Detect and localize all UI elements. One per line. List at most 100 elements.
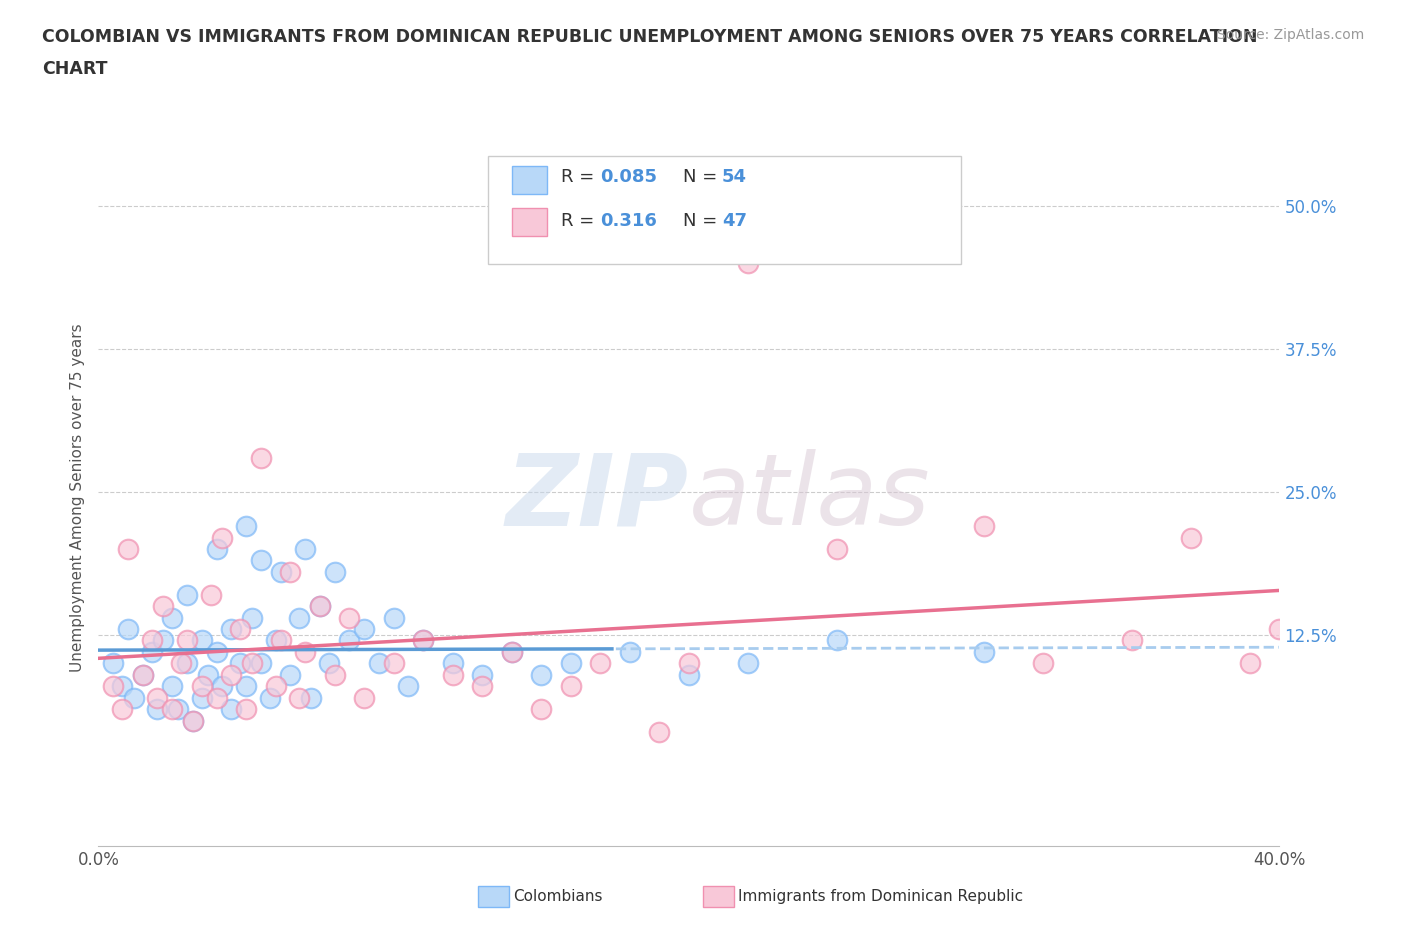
Point — [191, 690, 214, 705]
Point — [412, 633, 434, 648]
Point — [589, 656, 612, 671]
Point — [501, 644, 523, 659]
FancyBboxPatch shape — [512, 166, 547, 194]
Point — [235, 701, 257, 716]
Point — [229, 621, 252, 636]
Point — [825, 633, 848, 648]
Point — [111, 701, 134, 716]
Point — [250, 450, 273, 465]
Point — [619, 644, 641, 659]
Point — [191, 633, 214, 648]
Point — [146, 690, 169, 705]
FancyBboxPatch shape — [488, 156, 960, 264]
Point — [264, 679, 287, 694]
Text: 0.085: 0.085 — [600, 167, 658, 186]
Point — [191, 679, 214, 694]
Point — [205, 541, 228, 556]
Point — [117, 621, 139, 636]
Point — [240, 610, 263, 625]
Point — [441, 668, 464, 683]
Point — [318, 656, 340, 671]
Point — [250, 553, 273, 568]
Point — [162, 701, 183, 716]
Point — [1268, 621, 1291, 636]
Point — [1180, 530, 1202, 545]
Point — [270, 633, 292, 648]
Point — [1239, 656, 1261, 671]
Text: R =: R = — [561, 212, 600, 230]
Point — [471, 679, 494, 694]
Point — [219, 668, 242, 683]
Point — [219, 701, 242, 716]
Point — [309, 599, 332, 614]
Point — [181, 713, 204, 728]
Point — [412, 633, 434, 648]
Point — [146, 701, 169, 716]
Point — [270, 565, 292, 579]
Point — [530, 701, 553, 716]
Point — [294, 541, 316, 556]
Text: 0.316: 0.316 — [600, 212, 657, 230]
Text: CHART: CHART — [42, 60, 108, 78]
Point — [825, 541, 848, 556]
Point — [382, 656, 405, 671]
Text: 47: 47 — [723, 212, 747, 230]
Point — [441, 656, 464, 671]
Point — [396, 679, 419, 694]
Point — [103, 656, 125, 671]
Point — [737, 256, 759, 271]
Point — [368, 656, 391, 671]
Point — [162, 679, 183, 694]
Point — [235, 519, 257, 534]
Point — [737, 656, 759, 671]
Point — [323, 565, 346, 579]
Point — [973, 644, 995, 659]
Point — [678, 656, 700, 671]
Point — [200, 588, 222, 603]
Point — [122, 690, 145, 705]
Point — [353, 621, 375, 636]
Point — [339, 633, 360, 648]
Point — [1121, 633, 1143, 648]
Y-axis label: Unemployment Among Seniors over 75 years: Unemployment Among Seniors over 75 years — [69, 324, 84, 671]
Point — [288, 610, 311, 625]
Point — [197, 668, 219, 683]
Point — [530, 668, 553, 683]
Point — [288, 690, 311, 705]
Point — [323, 668, 346, 683]
Point — [132, 668, 155, 683]
Text: Source: ZipAtlas.com: Source: ZipAtlas.com — [1216, 28, 1364, 42]
Point — [117, 541, 139, 556]
Text: R =: R = — [561, 167, 600, 186]
Text: Immigrants from Dominican Republic: Immigrants from Dominican Republic — [738, 889, 1024, 904]
Point — [132, 668, 155, 683]
Point — [240, 656, 263, 671]
Text: Colombians: Colombians — [513, 889, 603, 904]
Point — [1032, 656, 1054, 671]
Point — [170, 656, 193, 671]
Point — [309, 599, 332, 614]
Point — [560, 679, 582, 694]
Point — [471, 668, 494, 683]
Point — [648, 724, 671, 739]
Point — [103, 679, 125, 694]
Point — [176, 633, 198, 648]
Point — [219, 621, 242, 636]
Point — [299, 690, 322, 705]
Point — [294, 644, 316, 659]
Point — [141, 633, 163, 648]
Text: COLOMBIAN VS IMMIGRANTS FROM DOMINICAN REPUBLIC UNEMPLOYMENT AMONG SENIORS OVER : COLOMBIAN VS IMMIGRANTS FROM DOMINICAN R… — [42, 28, 1258, 46]
Point — [560, 656, 582, 671]
Point — [678, 668, 700, 683]
Point — [278, 565, 302, 579]
Point — [152, 599, 174, 614]
Point — [264, 633, 287, 648]
Point — [235, 679, 257, 694]
Text: 54: 54 — [723, 167, 747, 186]
Point — [141, 644, 163, 659]
Point — [211, 679, 233, 694]
Point — [176, 588, 198, 603]
Point — [501, 644, 523, 659]
Point — [211, 530, 233, 545]
Point — [176, 656, 198, 671]
